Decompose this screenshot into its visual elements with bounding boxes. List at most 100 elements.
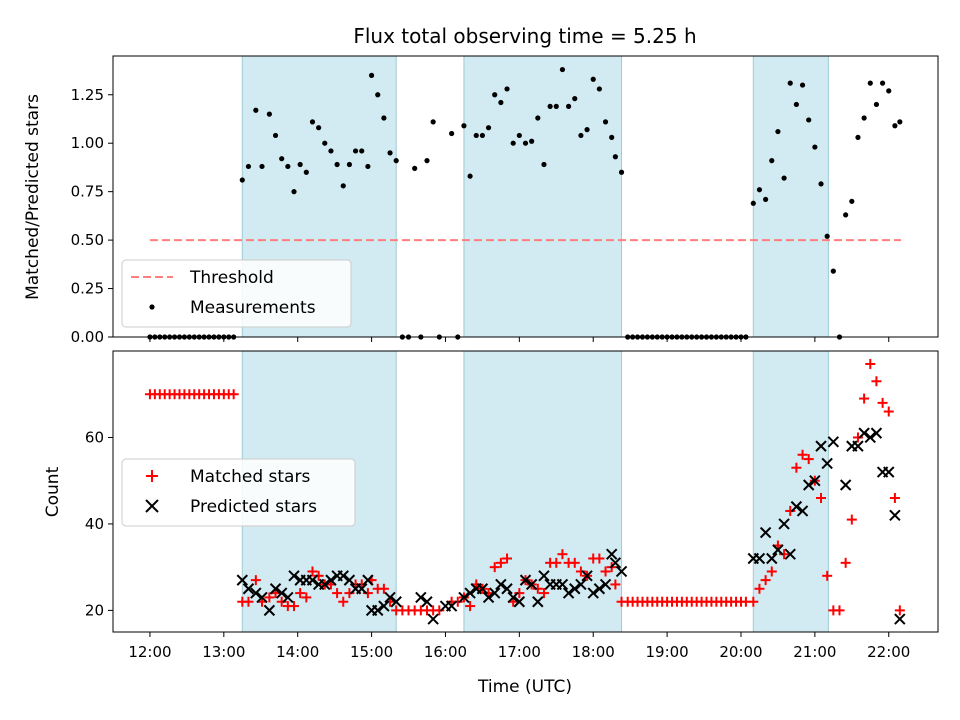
predicted-stars-point <box>827 436 840 448</box>
predicted-stars-point <box>482 591 495 604</box>
predicted-stars-point <box>319 578 331 591</box>
matched-stars-point <box>894 605 905 616</box>
predicted-stars-point <box>458 591 470 604</box>
measurements-point <box>516 132 522 139</box>
matched-stars-point <box>846 514 857 525</box>
bot-y-tick-label: 40 <box>85 515 104 533</box>
matched-stars-point <box>378 583 389 594</box>
top-axes-frame <box>112 55 939 338</box>
legend-measurements-swatch <box>149 304 155 310</box>
predicted-stars-point <box>538 570 550 582</box>
bottom-panel: 20 40 60 12:00 13:00 14:00 15:00 16:00 17:00 18:… <box>43 350 939 697</box>
measurements-point <box>775 128 781 135</box>
predicted-stars-point <box>250 587 262 599</box>
measurements-point <box>879 80 886 86</box>
measurements-point <box>461 123 467 129</box>
matched-stars-point <box>264 592 275 603</box>
measurements-point <box>334 161 340 168</box>
measurements-point <box>812 144 818 150</box>
measurements-point <box>547 103 553 109</box>
measurements-point <box>867 80 873 86</box>
matched-stars-point <box>865 358 876 369</box>
predicted-stars-point <box>864 431 876 444</box>
top-legend-box <box>121 259 352 328</box>
matched-stars-point <box>452 596 463 607</box>
measurements-point <box>381 115 387 121</box>
x-tick-label: 17:00 <box>498 643 541 661</box>
measurements-point <box>510 140 516 146</box>
x-axis-label: Time (UTC) <box>477 677 572 697</box>
measurements-point <box>245 163 252 170</box>
measurements-point <box>272 132 279 139</box>
measurements-point <box>316 125 322 131</box>
measurements-point <box>541 161 547 168</box>
measurements-point <box>368 72 375 78</box>
measurements-point <box>492 92 498 98</box>
measurements-point <box>504 86 510 92</box>
measurements-point <box>346 161 353 168</box>
predicted-stars-point <box>599 578 612 591</box>
matched-stars-point <box>276 596 287 607</box>
matched-stars-point <box>785 505 796 516</box>
matched-stars-point <box>495 557 506 568</box>
measurements-point <box>449 130 455 137</box>
matched-stars-point <box>822 570 833 581</box>
predicted-stars-point <box>889 509 901 521</box>
matched-stars-point <box>779 549 790 560</box>
predicted-stars-point <box>784 548 796 560</box>
predicted-stars-point <box>343 574 356 586</box>
predicted-stars-point <box>390 596 402 608</box>
matched-stars-point <box>228 389 239 400</box>
predicted-stars-point <box>870 427 883 439</box>
matched-stars-point <box>871 376 882 387</box>
measurements-point <box>565 103 572 109</box>
measurements-point <box>473 132 479 139</box>
matched-stars-point <box>489 562 500 573</box>
measurements-point <box>897 119 903 125</box>
bottom-legend: Matched stars Predicted stars <box>121 458 356 527</box>
predicted-stars-point <box>415 591 427 604</box>
predicted-stars-point <box>772 544 784 556</box>
measurements-point <box>861 115 867 121</box>
measurements-point <box>553 103 559 109</box>
measurements-point <box>818 181 824 187</box>
matched-stars-point <box>760 575 771 586</box>
predicted-stars-point <box>815 440 827 452</box>
x-tick-label: 20:00 <box>719 643 762 661</box>
predicted-stars-point <box>378 600 390 612</box>
predicted-stars-point <box>575 578 587 591</box>
measurements-point <box>285 163 291 170</box>
top-y-axis-label: Matched/Predicted stars <box>23 94 43 300</box>
predicted-stars-point <box>306 574 319 586</box>
measurements-point <box>253 107 259 113</box>
measurements-point <box>479 132 486 139</box>
matched-stars-point <box>748 596 759 607</box>
x-tick-label: 13:00 <box>202 643 245 661</box>
matched-stars-point <box>594 553 605 564</box>
measurements-point <box>522 140 529 146</box>
measurements-point <box>612 154 618 160</box>
predicted-stars-point <box>615 565 628 578</box>
measurements-point <box>824 233 830 239</box>
predicted-stars-point <box>778 518 790 530</box>
matched-stars-point <box>816 492 827 503</box>
predicted-stars-point <box>489 587 501 599</box>
bottom-axes-frame <box>112 350 939 633</box>
chart-title: Flux total observing time = 5.25 h <box>353 24 696 48</box>
matched-stars-point <box>434 605 445 616</box>
matched-stars-point <box>859 393 870 404</box>
measurements-point <box>618 169 625 175</box>
bot-y-tick-label: 20 <box>85 601 104 619</box>
x-tick-label: 22:00 <box>867 643 910 661</box>
predicted-stars-point <box>519 574 532 586</box>
matched-stars-point <box>243 596 254 607</box>
predicted-stars-point <box>796 505 809 517</box>
predicted-stars-point <box>275 587 288 599</box>
measurements-point <box>873 101 880 108</box>
matched-stars-point <box>791 462 802 473</box>
predicted-stars-point <box>288 570 300 582</box>
measurements-point <box>303 169 309 175</box>
measurements-point <box>756 187 763 193</box>
predicted-stars-point <box>507 591 519 604</box>
